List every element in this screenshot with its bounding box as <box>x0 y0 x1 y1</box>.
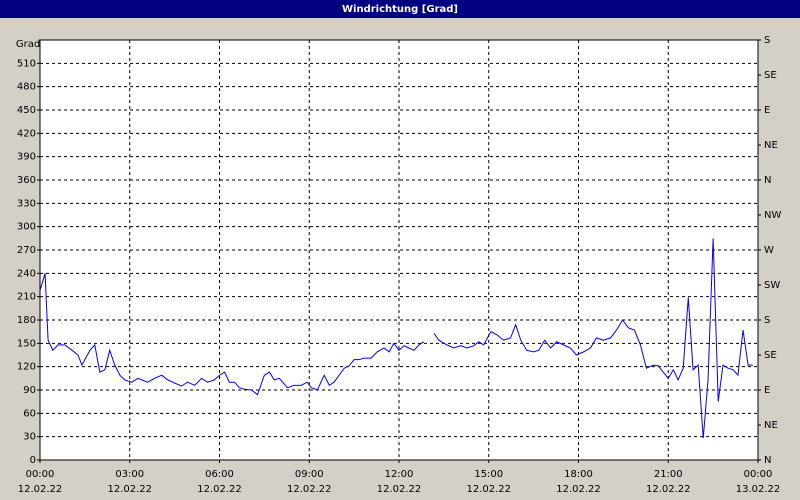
y-tick-label: 180 <box>17 315 36 326</box>
x-tick-date: 12.02.22 <box>197 484 242 495</box>
y-tick-label: 120 <box>17 362 36 373</box>
y-tick-label: 510 <box>17 58 36 69</box>
x-tick-date: 12.02.22 <box>466 484 511 495</box>
y-tick-label: 390 <box>17 152 36 163</box>
x-tick-label: 15:00 <box>474 469 503 480</box>
x-tick-date: 12.02.22 <box>646 484 691 495</box>
y2-tick-label: SE <box>764 70 777 81</box>
y-tick-label: 90 <box>23 385 36 396</box>
x-tick-date: 12.02.22 <box>107 484 152 495</box>
y2-tick-label: SE <box>764 350 777 361</box>
y-tick-label: 300 <box>17 222 36 233</box>
y2-tick-label: W <box>764 245 774 256</box>
x-tick-date: 12.02.22 <box>18 484 63 495</box>
y-tick-label: 480 <box>17 82 36 93</box>
x-tick-label: 00:00 <box>744 469 773 480</box>
x-tick-date: 12.02.22 <box>556 484 601 495</box>
y-axis-label: Grad <box>16 39 40 50</box>
y-tick-label: 30 <box>23 432 36 443</box>
x-tick-label: 12:00 <box>385 469 414 480</box>
x-tick-label: 18:00 <box>564 469 593 480</box>
x-tick-label: 06:00 <box>205 469 234 480</box>
x-tick-date: 12.02.22 <box>377 484 422 495</box>
y-tick-label: 150 <box>17 338 36 349</box>
y-tick-label: 270 <box>17 245 36 256</box>
x-tick-label: 03:00 <box>115 469 144 480</box>
y-tick-label: 0 <box>30 455 36 466</box>
plot-frame <box>39 39 759 461</box>
title-bar <box>0 0 800 18</box>
y2-tick-label: S <box>764 35 770 46</box>
y2-tick-label: N <box>764 455 771 466</box>
y2-tick-label: S <box>764 315 770 326</box>
y-tick-label: 330 <box>17 198 36 209</box>
y-tick-label: 240 <box>17 268 36 279</box>
y2-tick-label: NE <box>764 420 778 431</box>
x-tick-label: 00:00 <box>26 469 55 480</box>
y2-tick-label: N <box>764 175 771 186</box>
x-tick-label: 21:00 <box>654 469 683 480</box>
chart-title: Windrichtung [Grad] <box>342 4 458 15</box>
y-tick-label: 420 <box>17 128 36 139</box>
x-tick-date: 13.02.22 <box>736 484 781 495</box>
y2-tick-label: SW <box>764 280 780 291</box>
data-line <box>39 238 753 439</box>
y-tick-label: 60 <box>23 408 36 419</box>
y-tick-label: 450 <box>17 105 36 116</box>
y2-tick-label: E <box>764 105 770 116</box>
x-tick-label: 09:00 <box>295 469 324 480</box>
x-tick-date: 12.02.22 <box>287 484 332 495</box>
y2-tick-label: E <box>764 385 770 396</box>
y2-tick-label: NE <box>764 140 778 151</box>
y2-tick-label: NW <box>764 210 781 221</box>
y-tick-label: 210 <box>17 292 36 303</box>
y-tick-label: 360 <box>17 175 36 186</box>
